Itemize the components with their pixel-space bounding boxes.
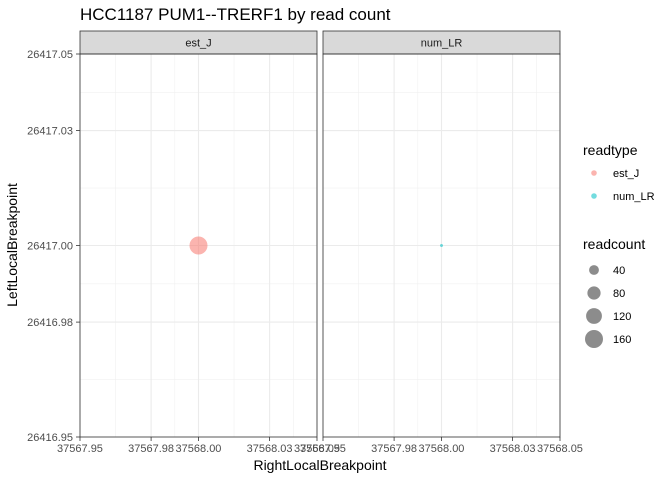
facet-strip-label: num_LR (421, 38, 463, 50)
legend-label-readtype: num_LR (613, 191, 655, 203)
data-point-est-j (189, 236, 208, 255)
legend-key-readcount (589, 265, 599, 275)
legend-label-readcount: 160 (613, 334, 631, 346)
legend-label-readcount: 80 (613, 288, 625, 300)
x-tick-label: 37568.05 (294, 443, 340, 455)
y-tick-label: 26417.03 (27, 126, 73, 138)
x-tick-label: 37567.98 (371, 443, 417, 455)
x-tick-label: 37568.00 (176, 443, 222, 455)
y-tick-label: 26416.95 (27, 432, 73, 444)
y-tick-label: 26417.00 (27, 241, 73, 253)
facet-strip-label: est_J (185, 38, 211, 50)
y-axis: 26416.95 26416.98 26417.00 26417.03 26417.05 (27, 49, 80, 444)
legend-key-readcount (586, 308, 602, 324)
legend-label-readtype: est_J (613, 168, 639, 180)
x-tick-label: 37568.03 (247, 443, 293, 455)
legend: readtype est_J num_LR readcount 40 80 120 160 (583, 142, 655, 348)
legend-key-readtype (591, 193, 597, 199)
x-tick-label: 37567.95 (57, 443, 103, 455)
chart-title: HCC1187 PUM1--TRERF1 by read count (80, 5, 391, 24)
facet-panel-num-lr: num_LR 37567.95 37567.98 37568.00 37568.03 37… (300, 30, 583, 455)
y-tick-label: 26416.98 (27, 317, 73, 329)
facet-panel-est-j: est_J 37567.95 37567.98 37568.00 37568.03 375… (57, 30, 340, 455)
x-tick-label: 37568.00 (419, 443, 465, 455)
legend-key-readtype (591, 170, 597, 176)
legend-key-readcount (587, 286, 601, 300)
legend-title-readtype: readtype (583, 142, 638, 158)
y-tick-label: 26417.05 (27, 49, 73, 61)
x-tick-label: 37568.05 (537, 443, 583, 455)
x-tick-label: 37567.98 (128, 443, 174, 455)
data-point-num-lr (440, 244, 443, 247)
legend-label-readcount: 120 (613, 311, 631, 323)
y-axis-title: LeftLocalBreakpoint (4, 183, 20, 307)
legend-key-readcount (585, 330, 603, 348)
x-axis-title: RightLocalBreakpoint (253, 457, 386, 473)
legend-title-readcount: readcount (583, 236, 645, 252)
x-tick-label: 37567.95 (300, 443, 346, 455)
legend-label-readcount: 40 (613, 265, 625, 277)
x-tick-label: 37568.03 (490, 443, 536, 455)
